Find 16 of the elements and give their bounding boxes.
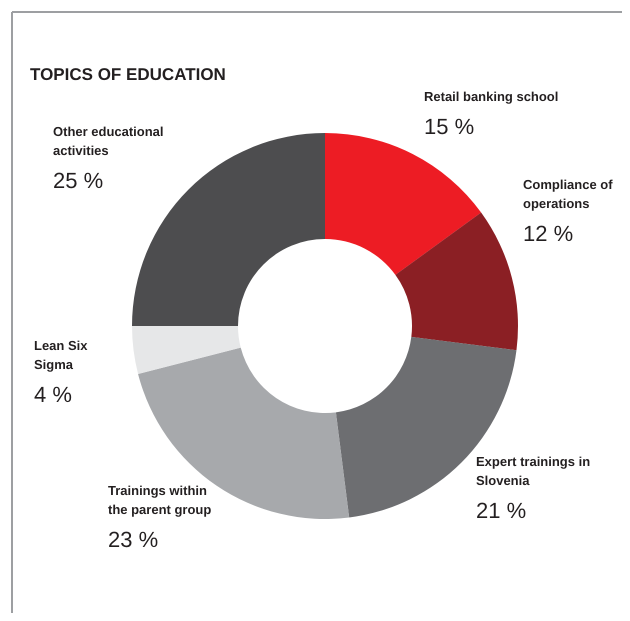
donut-slice bbox=[395, 212, 518, 350]
data-label: 15 % bbox=[424, 114, 474, 139]
data-label: 23 % bbox=[108, 527, 158, 552]
slice-label: Other educational activities bbox=[53, 124, 164, 158]
donut-slice bbox=[132, 326, 241, 374]
slice-label: Compliance of operations bbox=[523, 177, 614, 211]
slice-label: Trainings within the parent group bbox=[108, 483, 212, 517]
slice-label: Retail banking school bbox=[424, 89, 558, 104]
data-label: 12 % bbox=[523, 221, 574, 246]
chart-title: TOPICS OF EDUCATION bbox=[30, 65, 226, 84]
donut-slice bbox=[325, 133, 482, 275]
data-label: 21 % bbox=[476, 498, 526, 523]
slice-label: Lean Six Sigma bbox=[34, 338, 88, 372]
data-label: 4 % bbox=[34, 382, 72, 407]
slice-label: Expert trainings in Slovenia bbox=[476, 454, 590, 488]
data-label: 25 % bbox=[53, 168, 104, 193]
